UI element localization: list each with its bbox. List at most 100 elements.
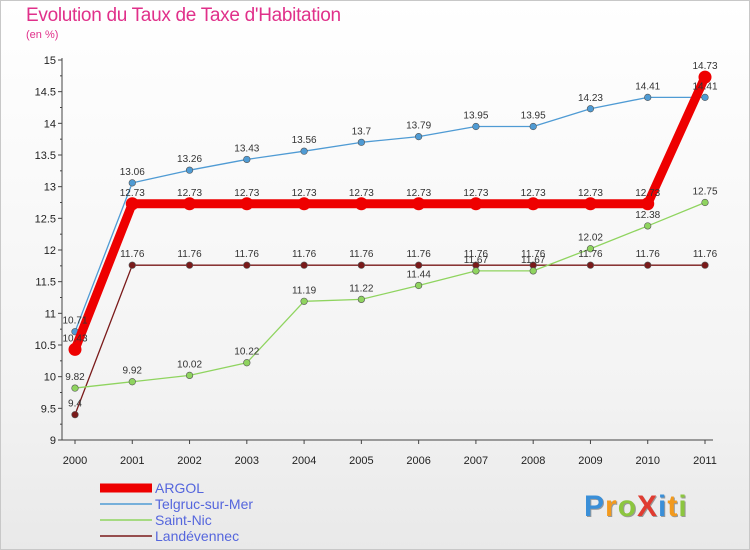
data-point	[297, 197, 311, 211]
y-tick-label: 15	[44, 55, 56, 67]
y-tick-label: 9	[50, 435, 56, 447]
legend-label: Landévennec	[155, 528, 239, 544]
data-label: 12.73	[635, 188, 660, 199]
data-point	[415, 261, 423, 269]
data-label: 13.79	[406, 121, 431, 132]
data-point	[586, 245, 595, 253]
data-label: 11.76	[292, 249, 317, 260]
data-point	[300, 261, 308, 269]
data-point	[415, 133, 423, 141]
data-point	[128, 378, 136, 386]
data-label: 13.7	[352, 126, 372, 137]
data-point	[586, 261, 595, 269]
data-point	[243, 359, 251, 367]
data-label: 10.43	[62, 333, 87, 344]
data-point	[472, 122, 480, 131]
y-tick-label: 13.5	[35, 150, 56, 162]
data-label: 10.22	[234, 347, 259, 358]
data-point	[357, 261, 365, 269]
data-label: 11.22	[349, 283, 374, 294]
data-point	[300, 297, 308, 305]
data-point	[701, 198, 709, 207]
y-tick-label: 12.5	[35, 213, 56, 225]
x-tick-label: 2004	[292, 455, 316, 467]
x-tick-label: 2001	[120, 455, 144, 467]
data-label: 11.19	[292, 285, 317, 296]
data-point	[68, 342, 82, 356]
data-point	[128, 261, 136, 269]
data-point	[240, 197, 254, 211]
x-tick-label: 2003	[235, 455, 259, 467]
x-tick-label: 2007	[464, 455, 488, 467]
data-label: 11.76	[464, 249, 489, 260]
x-tick-label: 2005	[349, 455, 373, 467]
data-point	[357, 295, 365, 304]
series-line-3	[74, 264, 706, 416]
data-label: 12.73	[406, 188, 431, 199]
data-label: 11.76	[120, 249, 145, 260]
data-label: 11.76	[521, 249, 546, 260]
data-label: 12.75	[692, 187, 717, 198]
x-tick-label: 2009	[578, 455, 602, 467]
data-label: 11.76	[693, 249, 718, 260]
series-line-2	[74, 201, 706, 389]
data-label: 11.76	[406, 249, 431, 260]
data-point	[698, 70, 712, 84]
series-line-1	[74, 96, 706, 333]
data-label: 12.73	[234, 188, 259, 199]
data-label: 13.56	[292, 135, 317, 146]
data-point	[469, 197, 483, 211]
data-point	[185, 166, 194, 174]
data-label: 9.92	[123, 366, 143, 377]
data-label: 10.02	[177, 359, 202, 370]
data-label: 11.67	[521, 255, 546, 266]
data-label: 11.67	[464, 255, 489, 266]
x-tick-label: 2011	[693, 455, 717, 467]
data-point	[243, 155, 251, 164]
data-label: 10.71	[62, 316, 87, 327]
data-label: 9.82	[65, 372, 85, 383]
data-label: 11.76	[578, 249, 603, 260]
x-tick-label: 2000	[63, 455, 87, 467]
data-point	[357, 138, 365, 146]
data-point	[128, 179, 136, 187]
x-tick-label: 2006	[406, 455, 430, 467]
data-point	[71, 384, 79, 392]
x-tick-label: 2010	[635, 455, 659, 467]
data-label: 13.95	[463, 111, 488, 122]
data-point	[243, 261, 251, 269]
data-label: 13.95	[521, 111, 546, 122]
data-label: 12.38	[635, 210, 660, 221]
data-label: 13.06	[120, 167, 145, 178]
data-point	[185, 261, 194, 269]
data-point	[183, 197, 197, 211]
x-tick-label: 2002	[177, 455, 201, 467]
data-point	[526, 197, 540, 211]
series-line-0	[70, 72, 710, 354]
data-label: 13.43	[234, 143, 259, 154]
y-tick-label: 14.5	[35, 87, 56, 99]
y-tick-label: 13	[44, 182, 56, 194]
legend-label: Telgruc-sur-Mer	[155, 496, 253, 512]
data-label: 12.73	[349, 188, 374, 199]
legend-label: ARGOL	[155, 480, 204, 496]
data-label: 14.23	[578, 93, 603, 104]
data-label: 9.4	[68, 399, 82, 410]
data-label: 11.76	[235, 249, 260, 260]
data-label: 13.26	[177, 154, 202, 165]
data-point	[529, 122, 537, 131]
data-point	[415, 281, 423, 290]
data-point	[644, 261, 652, 269]
data-label: 12.73	[292, 188, 317, 199]
data-point	[125, 197, 139, 211]
data-point	[583, 197, 597, 211]
y-tick-label: 11.5	[35, 277, 56, 289]
data-label: 11.76	[349, 249, 374, 260]
data-point	[701, 93, 709, 101]
y-tick-label: 11	[45, 308, 56, 320]
data-point	[472, 267, 480, 275]
chart-subtitle: (en %)	[26, 29, 59, 41]
data-label: 11.76	[636, 249, 661, 260]
